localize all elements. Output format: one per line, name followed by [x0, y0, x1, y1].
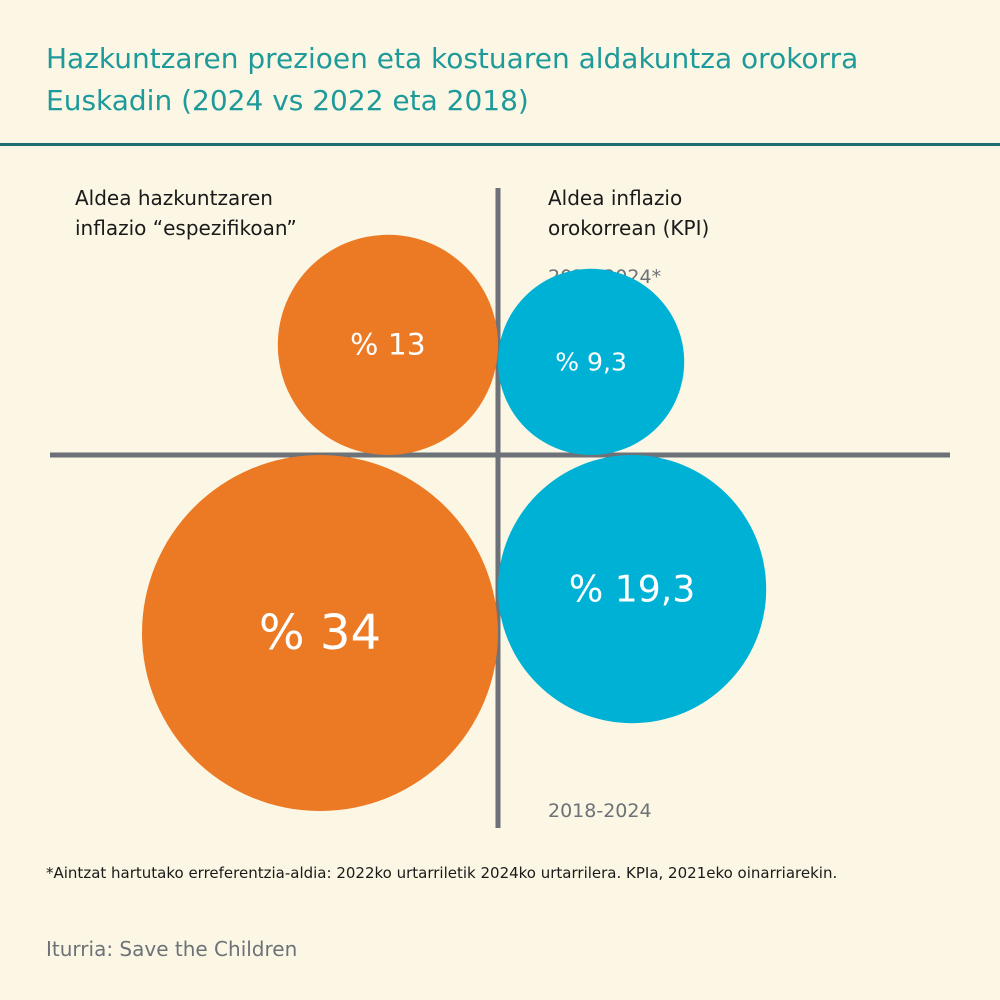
bubble-label-general-bottom: % 19,3 — [569, 568, 695, 611]
source: Iturria: Save the Children — [46, 937, 298, 961]
bubble-label-specific-bottom: % 34 — [259, 605, 381, 661]
bubble-general-bottom — [497, 454, 767, 724]
chart-title-line-1: Hazkuntzaren prezioen eta kostuaren alda… — [46, 42, 859, 75]
chart-title: Hazkuntzaren prezioen eta kostuaren alda… — [46, 38, 966, 122]
left-group-label: Aldea hazkuntzaren inflazio “espezifikoa… — [75, 186, 297, 240]
bubble-specific-bottom — [142, 455, 498, 811]
bubble-label-specific-top: % 13 — [350, 327, 425, 362]
title-divider — [0, 143, 1000, 146]
chart-title-line-2: Euskadin (2024 vs 2022 eta 2018) — [46, 84, 529, 117]
footnote: *Aintzat hartutako erreferentzia-aldia: … — [46, 864, 838, 882]
bubbles-group: % 13 % 9,3 % 34 % 19,3 — [142, 234, 767, 811]
right-group-label: Aldea inflazio orokorrean (KPI) — [548, 186, 710, 240]
bubble-label-general-top: % 9,3 — [555, 347, 627, 376]
bubble-general-top — [497, 268, 685, 455]
bottom-period-label: 2018-2024 — [548, 800, 652, 822]
bubble-specific-top — [277, 234, 498, 455]
